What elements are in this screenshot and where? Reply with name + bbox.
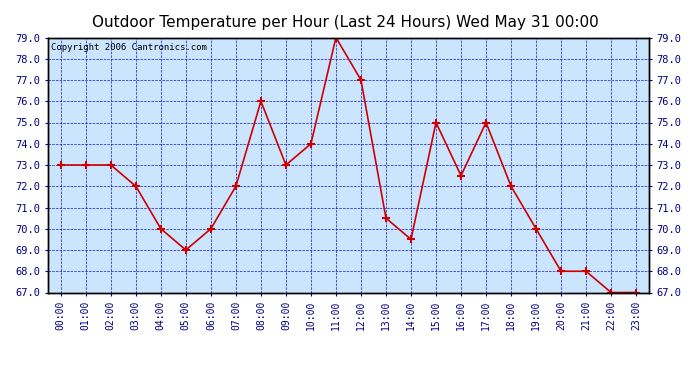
Text: Copyright 2006 Cantronics.com: Copyright 2006 Cantronics.com: [51, 43, 207, 52]
Text: Outdoor Temperature per Hour (Last 24 Hours) Wed May 31 00:00: Outdoor Temperature per Hour (Last 24 Ho…: [92, 15, 598, 30]
